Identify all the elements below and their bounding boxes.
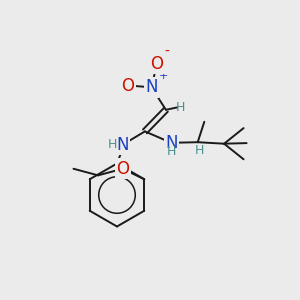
Text: +: + [159, 71, 168, 81]
Text: N: N [165, 134, 178, 152]
Text: N: N [116, 136, 129, 154]
Text: N: N [145, 78, 158, 96]
Text: O: O [150, 55, 164, 73]
Text: H: H [194, 144, 204, 157]
Text: -: - [165, 44, 170, 58]
Text: H: H [108, 138, 118, 151]
Text: O: O [122, 76, 135, 94]
Text: H: H [167, 145, 177, 158]
Text: O: O [116, 160, 129, 178]
Text: H: H [176, 101, 185, 114]
